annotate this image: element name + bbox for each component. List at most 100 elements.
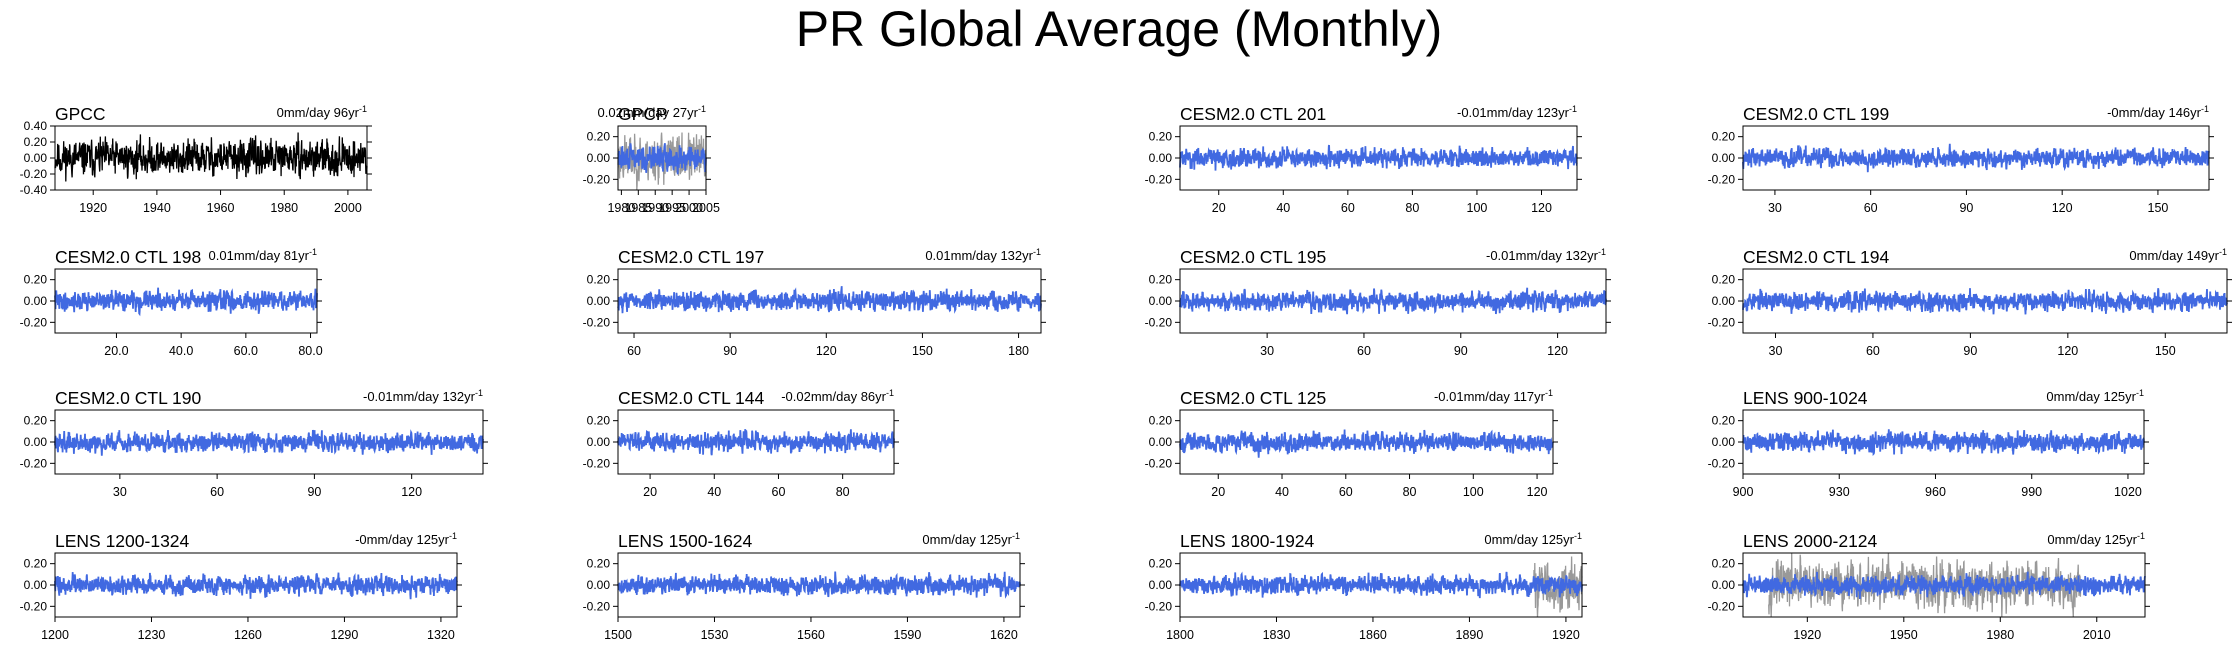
panel-title: CESM2.0 CTL 199 <box>1743 104 1889 124</box>
chart-panel-cesm2-0-ctl-199: 0.20 0.00 -0.20 30 60 90 120 150 CESM2.0 CTL 199… <box>1708 104 2214 215</box>
y-tick-label: 0.00 <box>587 294 611 308</box>
panel-title: LENS 900-1024 <box>1743 388 1868 408</box>
x-tick-label: 40 <box>1276 201 1290 215</box>
panel-title: CESM2.0 CTL 198 <box>55 247 201 267</box>
x-tick-label: 100 <box>1467 201 1488 215</box>
x-tick-label: 1020 <box>2114 485 2142 499</box>
x-tick-label: 30 <box>113 485 127 499</box>
panel-title: GPCP <box>618 104 668 124</box>
y-tick-label: 0.20 <box>1712 414 1736 428</box>
chart-panel-lens-2000-2124: 0.20 0.00 -0.20 1920 1950 1980 2010 LENS 2000-2… <box>1708 531 2150 642</box>
x-tick-label: 1980 <box>270 201 298 215</box>
series-line-cesm2-0-ctl-197 <box>617 286 1042 314</box>
x-tick-label: 40.0 <box>169 344 193 358</box>
x-tick-label: 120 <box>1531 201 1552 215</box>
trend-label: 0mm/day 125yr-1 <box>2046 388 2144 404</box>
y-tick-label: -0.20 <box>1145 599 1173 613</box>
y-tick-label: -0.20 <box>1708 456 1736 470</box>
panel-title: CESM2.0 CTL 190 <box>55 388 201 408</box>
x-tick-label: 2000 <box>334 201 362 215</box>
y-tick-label: -0.20 <box>583 599 611 613</box>
y-tick-label: 0.20 <box>587 557 611 571</box>
y-tick-label: 0.00 <box>1712 578 1736 592</box>
x-tick-label: 20 <box>1212 201 1226 215</box>
x-tick-label: 40 <box>1275 485 1289 499</box>
series-line-cesm2-0-ctl-144 <box>617 429 895 456</box>
x-tick-label: 900 <box>1733 485 1754 499</box>
x-tick-label: 1985 <box>624 201 652 215</box>
trend-label: 0.01mm/day 81yr-1 <box>209 247 317 263</box>
series-line-lens-1500-1624 <box>617 571 1021 599</box>
y-tick-label: 0.20 <box>1712 130 1736 144</box>
x-tick-label: 90 <box>1454 344 1468 358</box>
x-tick-label: 1500 <box>604 628 632 642</box>
y-tick-label: -0.20 <box>1708 315 1736 329</box>
x-tick-label: 1920 <box>1793 628 1821 642</box>
y-tick-label: -0.20 <box>583 172 611 186</box>
x-tick-label: 30 <box>1260 344 1274 358</box>
x-tick-label: 60 <box>1339 485 1353 499</box>
chart-panel-cesm2-0-ctl-198: 0.20 0.00 -0.20 20.0 40.0 60.0 80.0 CESM2.0 CTL… <box>20 247 323 358</box>
chart-panel-cesm2-0-ctl-194: 0.20 0.00 -0.20 30 60 90 120 150 CESM2.0 CTL 194… <box>1708 247 2232 358</box>
panel-title: CESM2.0 CTL 194 <box>1743 247 1889 267</box>
chart-panel-cesm2-0-ctl-201: 0.20 0.00 -0.20 20 40 60 80 100 120 CESM2.0 CTL 2… <box>1145 104 1582 215</box>
y-tick-label: 0.20 <box>1712 557 1736 571</box>
y-tick-label: -0.20 <box>1145 456 1173 470</box>
series-line-lens-1200-1324 <box>54 572 458 600</box>
panel-title: GPCC <box>55 104 106 124</box>
x-tick-label: 1980 <box>1986 628 2014 642</box>
trend-label: 0mm/day 149yr-1 <box>2129 247 2227 263</box>
series-line-cesm2-0-ctl-199 <box>1742 143 2210 173</box>
chart-panel-cesm2-0-ctl-125: 0.20 0.00 -0.20 20 40 60 80 100 120 CESM2.0 CTL 1… <box>1145 388 1558 499</box>
trend-label: -0mm/day 125yr-1 <box>355 531 457 547</box>
x-tick-label: 1830 <box>1263 628 1291 642</box>
x-tick-label: 150 <box>2155 344 2176 358</box>
x-tick-label: 90 <box>723 344 737 358</box>
series-line-gpcp <box>617 132 707 191</box>
chart-panel-cesm2-0-ctl-190: 0.20 0.00 -0.20 30 60 90 120 CESM2.0 CTL 190 -0.… <box>20 388 488 499</box>
series-line-cesm2-0-ctl-195 <box>1179 287 1607 315</box>
x-tick-label: 1990 <box>641 201 669 215</box>
x-tick-label: 1290 <box>331 628 359 642</box>
trend-label: -0mm/day 146yr-1 <box>2107 104 2209 120</box>
y-tick-label: 0.20 <box>587 414 611 428</box>
y-tick-label: 0.20 <box>1149 130 1173 144</box>
x-tick-label: 1920 <box>79 201 107 215</box>
series-line-cesm2-0-ctl-198 <box>54 287 318 317</box>
y-tick-label: 0.20 <box>1149 557 1173 571</box>
panel-title: CESM2.0 CTL 125 <box>1180 388 1326 408</box>
x-tick-label: 20 <box>1211 485 1225 499</box>
x-tick-label: 1950 <box>1890 628 1918 642</box>
x-tick-label: 120 <box>1527 485 1548 499</box>
x-tick-label: 60 <box>772 485 786 499</box>
y-tick-label: -0.20 <box>1708 172 1736 186</box>
trend-label: 0mm/day 125yr-1 <box>922 531 1020 547</box>
series-line-cesm2-0-ctl-201 <box>1179 144 1578 171</box>
chart-panel-cesm2-0-ctl-197: 0.20 0.00 -0.20 60 90 120 150 180 CESM2.0 CTL 19… <box>583 247 1046 358</box>
x-tick-label: 90 <box>307 485 321 499</box>
y-tick-label: -0.20 <box>1145 172 1173 186</box>
x-tick-label: 1200 <box>41 628 69 642</box>
x-tick-label: 1800 <box>1166 628 1194 642</box>
chart-panel-cesm2-0-ctl-195: 0.20 0.00 -0.20 30 60 90 120 CESM2.0 CTL 195 -0.… <box>1145 247 1611 358</box>
y-tick-label: 0.00 <box>587 151 611 165</box>
x-tick-label: 1860 <box>1359 628 1387 642</box>
trend-label: -0.02mm/day 86yr-1 <box>781 388 894 404</box>
x-tick-label: 1940 <box>143 201 171 215</box>
x-tick-label: 1530 <box>701 628 729 642</box>
x-tick-label: 1320 <box>427 628 455 642</box>
x-tick-label: 80 <box>1403 485 1417 499</box>
x-tick-label: 930 <box>1829 485 1850 499</box>
x-tick-label: 60 <box>1357 344 1371 358</box>
y-tick-label: 0.20 <box>24 414 48 428</box>
x-tick-label: 1960 <box>207 201 235 215</box>
x-tick-label: 1995 <box>658 201 686 215</box>
x-tick-label: 2000 <box>675 201 703 215</box>
x-tick-label: 30 <box>1768 201 1782 215</box>
y-tick-label: 0.00 <box>1149 294 1173 308</box>
x-tick-label: 180 <box>1008 344 1029 358</box>
trend-label: 0mm/day 125yr-1 <box>1484 531 1582 547</box>
y-tick-label: 0.20 <box>587 130 611 144</box>
y-tick-label: 0.00 <box>1149 435 1173 449</box>
